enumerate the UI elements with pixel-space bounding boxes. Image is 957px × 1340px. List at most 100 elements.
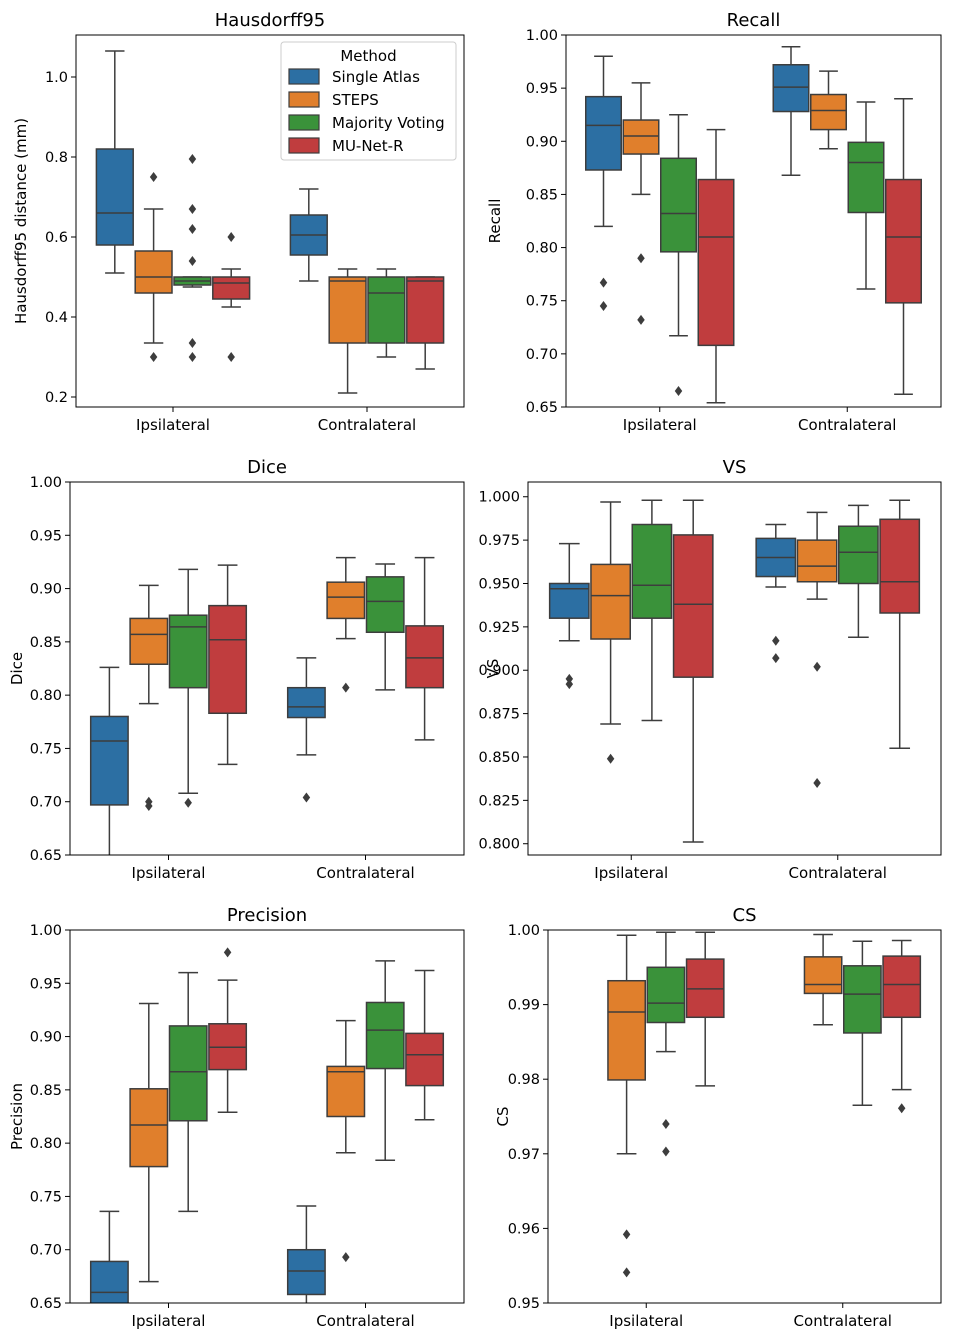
y-tick-label: 0.90 [526,134,558,150]
iqr-box [803,956,843,995]
iqr-box [882,955,922,1019]
iqr-box [286,1248,326,1296]
legend-label-majority-voting: Majority Voting [332,114,445,132]
y-tick-label: 0.75 [30,1189,62,1205]
box-majority-voting-ipsilateral [631,499,673,722]
y-tick-label: 0.4 [45,310,68,326]
outlier-point [302,792,311,803]
panel-vs: 0.800 0.825 0.850 0.875 0.900 0.925 0.950 0.975… [478,457,942,882]
box-single-atlas-contralateral [289,188,328,282]
iqr-box [879,518,921,614]
y-tick-label: 0.85 [30,635,62,651]
box-steps-ipsilateral [607,934,647,1278]
axes-frame [69,929,465,1304]
y-tick-label: 0.800 [478,837,520,853]
iqr-box [89,1260,129,1303]
iqr-box [660,157,697,253]
box-majority-voting-ipsilateral [646,931,686,1157]
box-steps-contralateral [328,268,367,394]
box-mu-net-r-contralateral [406,276,445,370]
y-tick-label: 0.95 [508,1296,540,1312]
iqr-box [406,276,445,344]
y-tick-label: 1.0 [45,70,68,86]
x-tick-label: Ipsilateral [136,416,210,434]
iqr-box [134,250,173,294]
y-tick-label: 0.70 [30,795,62,811]
x-tick-label: Contralateral [789,864,887,882]
box-mu-net-r-ipsilateral [208,564,248,766]
y-tick-label: 0.975 [478,533,520,549]
y-tick-label: 0.75 [30,741,62,757]
outlier-point [223,947,232,958]
y-tick-label: 0.900 [478,663,520,679]
outlier-point [145,800,153,811]
iqr-box [326,1065,366,1118]
box-majority-voting-contralateral [367,268,406,358]
x-tick-label: Contralateral [316,1312,414,1330]
axes-frame [75,34,465,408]
y-tick-label: 0.90 [30,582,62,598]
y-axis-label: Precision [8,1083,26,1150]
outlier-point [565,679,574,690]
iqr-box [772,64,810,113]
outlier-point [342,682,350,693]
iqr-box [622,119,660,155]
x-tick-label: Ipsilateral [609,1312,683,1330]
iqr-box [89,715,129,806]
outlier-point [637,314,645,325]
iqr-box [847,141,885,214]
iqr-box [843,965,882,1034]
iqr-box [838,525,879,585]
y-axis-label: VS [484,659,502,679]
plot-area [95,50,445,394]
panel-hausdorff95: 0.2 0.4 0.6 0.8 1.0 Ipsilateral Contralateral H… [12,10,465,434]
box-majority-voting-contralateral [365,563,405,691]
outlier-point [622,1267,631,1278]
outlier-point [674,386,683,397]
x-tick-label: Contralateral [318,416,416,434]
box-steps-contralateral [326,556,366,693]
chart-title: Dice [247,457,287,478]
box-majority-voting-ipsilateral [168,971,208,1213]
box-single-atlas-ipsilateral [95,50,134,274]
x-tick-label: Contralateral [316,864,414,882]
y-axis-label: CS [494,1107,512,1127]
box-majority-voting-contralateral [365,960,405,1161]
iqr-box [590,563,632,640]
outlier-point [813,778,821,789]
chart-title: Hausdorff95 [215,10,326,31]
outlier-point [772,635,780,646]
box-mu-net-r-ipsilateral [208,947,248,1113]
box-steps-contralateral [326,1019,366,1263]
iqr-box [95,148,134,246]
y-axis-label: Dice [8,652,26,685]
iqr-box [697,178,735,347]
box-single-atlas-ipsilateral [548,542,590,690]
outlier-point [662,1146,670,1157]
outlier-point [149,172,158,182]
y-tick-label: 1.000 [478,490,520,506]
box-mu-net-r-contralateral [405,969,445,1121]
x-tick-label: Contralateral [794,1312,892,1330]
y-axis-label: Hausdorff95 distance (mm) [12,118,30,324]
y-tick-label: 0.80 [30,688,62,704]
outlier-point [149,352,158,362]
box-steps-ipsilateral [129,584,169,811]
outlier-point [188,352,197,362]
legend-frame [280,41,457,161]
outlier-point [772,653,780,664]
iqr-box [365,576,405,634]
panel-recall: 0.65 0.70 0.75 0.80 0.85 0.90 0.95 1.00 Ipsilate… [486,10,942,434]
outlier-point [188,256,197,266]
box-majority-voting-ipsilateral [660,113,697,397]
y-tick-label: 0.65 [526,400,558,416]
y-tick-label: 0.90 [30,1030,62,1046]
box-majority-voting-contralateral [847,101,885,290]
x-tick-label: Ipsilateral [623,416,697,434]
y-tick-label: 0.70 [30,1243,62,1259]
panel-dice: 0.65 0.70 0.75 0.80 0.85 0.90 0.95 1.00 Ipsilate… [8,457,465,882]
y-tick-label: 0.825 [478,793,520,809]
y-tick-label: 0.95 [526,81,558,97]
iqr-box [208,604,248,715]
outlier-point [813,661,821,672]
